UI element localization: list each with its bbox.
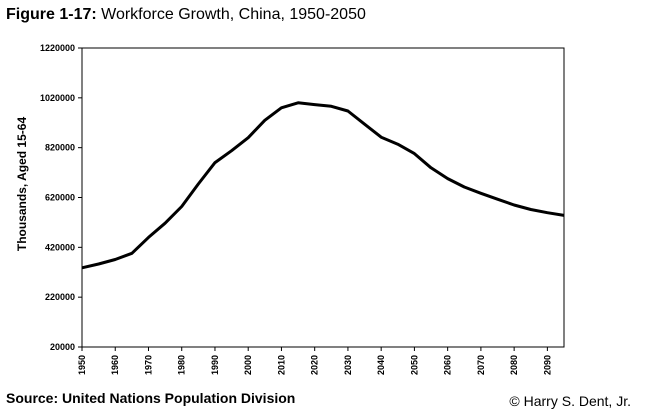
figure-label: Figure 1-17: — [6, 6, 97, 23]
x-tick-label: 2060 — [443, 355, 453, 375]
y-tick-label: 1020000 — [40, 93, 75, 103]
x-tick-label: 2020 — [310, 355, 320, 375]
x-tick-label: 1970 — [143, 355, 153, 375]
x-tick-label: 2090 — [542, 355, 552, 375]
y-tick-label: 620000 — [45, 193, 75, 203]
x-axis-ticks: 1950 1960 1970 1980 1990 2000 2010 2020 2030 2040… — [77, 347, 552, 375]
x-tick-label: 1960 — [110, 355, 120, 375]
y-axis-label: Thousands, Aged 15-64 — [15, 117, 29, 252]
x-tick-label: 1980 — [177, 355, 187, 375]
workforce-series-line — [81, 101, 565, 270]
x-tick-label: 2000 — [243, 355, 253, 375]
y-tick-label: 1220000 — [40, 43, 75, 53]
y-tick-label: 20000 — [50, 342, 75, 352]
y-tick-label: 820000 — [45, 143, 75, 153]
copyright-credit: © Harry S. Dent, Jr. — [509, 393, 631, 409]
y-tick-label: 220000 — [45, 292, 75, 302]
x-tick-label: 2010 — [276, 355, 286, 375]
x-tick-label: 2070 — [476, 355, 486, 375]
title-text: Workforce Growth, China, 1950-2050 — [101, 6, 366, 23]
x-tick-label: 1990 — [210, 355, 220, 375]
y-axis-label-group: Thousands, Aged 15-64 — [15, 117, 29, 252]
x-tick-label: 2080 — [509, 355, 519, 375]
y-tick-label: 420000 — [45, 242, 75, 252]
x-tick-label: 2050 — [409, 355, 419, 375]
y-axis-ticks: 20000 220000 420000 620000 820000 1020000 1220… — [40, 43, 82, 352]
source-note: Source: United Nations Population Divisi… — [6, 390, 296, 406]
chart-title: Figure 1-17: Workforce Growth, China, 19… — [6, 6, 366, 24]
x-tick-label: 2030 — [343, 355, 353, 375]
x-tick-label: 1950 — [77, 355, 87, 375]
x-tick-label: 2040 — [376, 355, 386, 375]
